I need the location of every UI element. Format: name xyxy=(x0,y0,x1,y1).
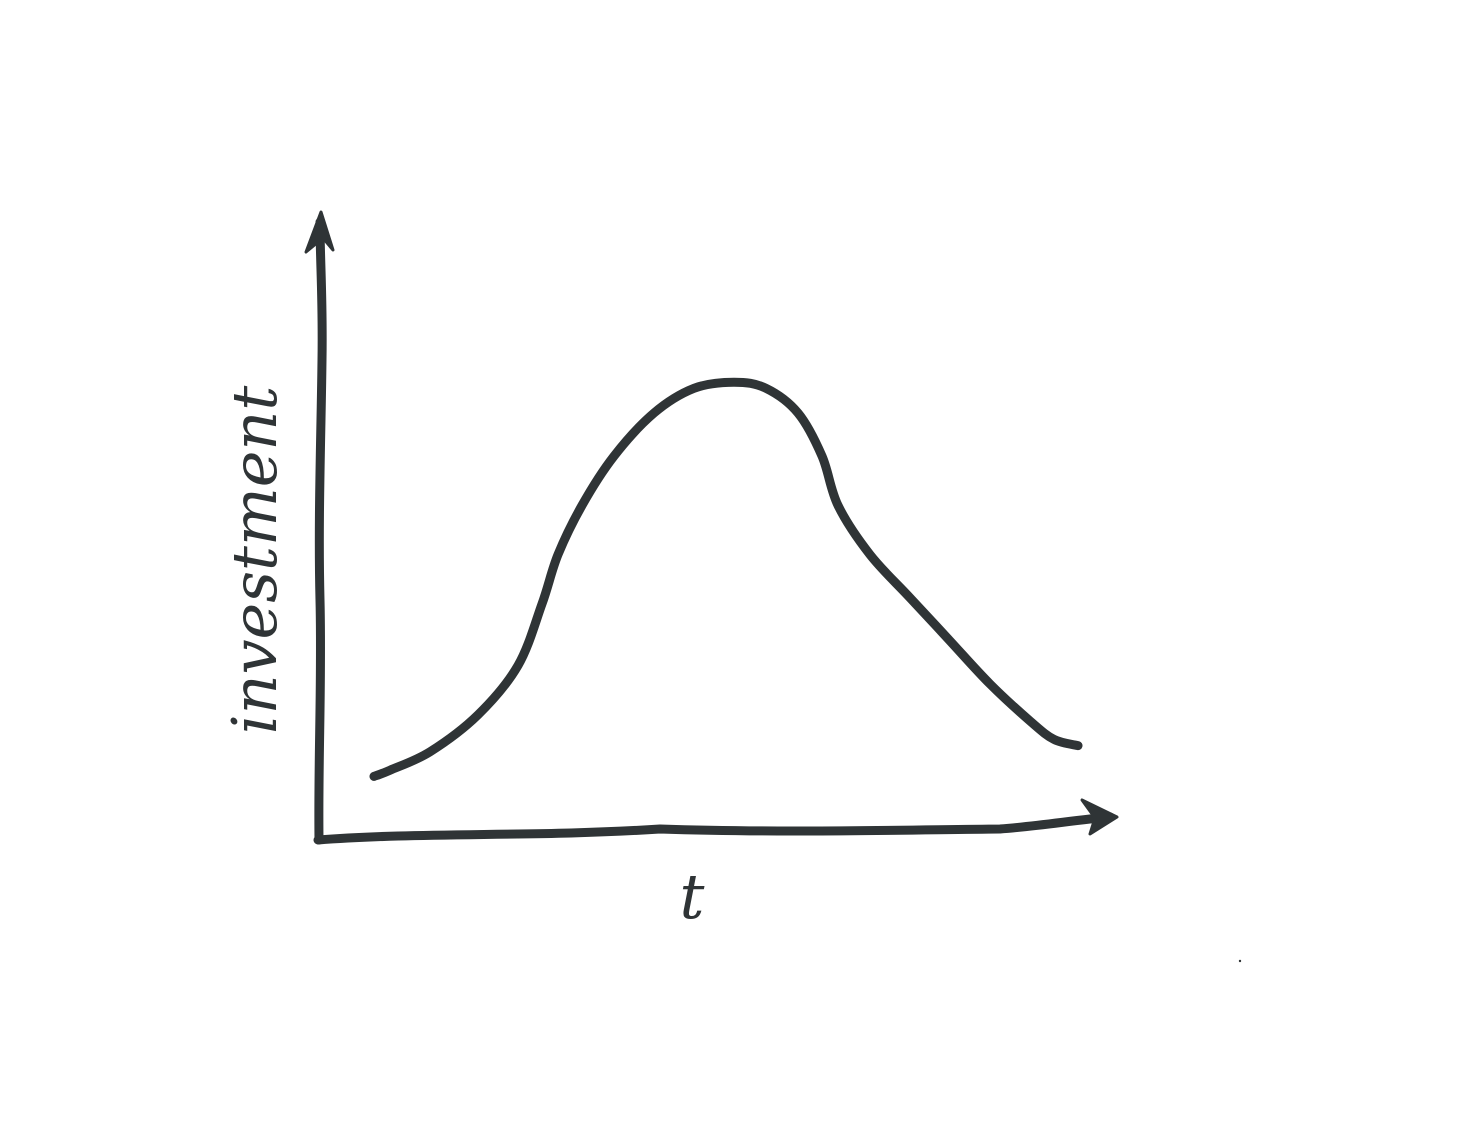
x-axis-label: t xyxy=(680,860,705,933)
y-axis-line xyxy=(314,217,327,845)
y-axis-label: investment xyxy=(218,386,291,735)
scan-speck xyxy=(1238,959,1242,963)
x-axis-arrowhead xyxy=(1080,798,1119,836)
x-axis-line xyxy=(313,812,1115,845)
axes xyxy=(304,210,1119,845)
series-layer xyxy=(369,377,1083,781)
y-axis-arrowhead xyxy=(304,210,335,254)
axis-labels: t investment xyxy=(218,386,705,933)
series-line-1 xyxy=(369,377,1083,781)
